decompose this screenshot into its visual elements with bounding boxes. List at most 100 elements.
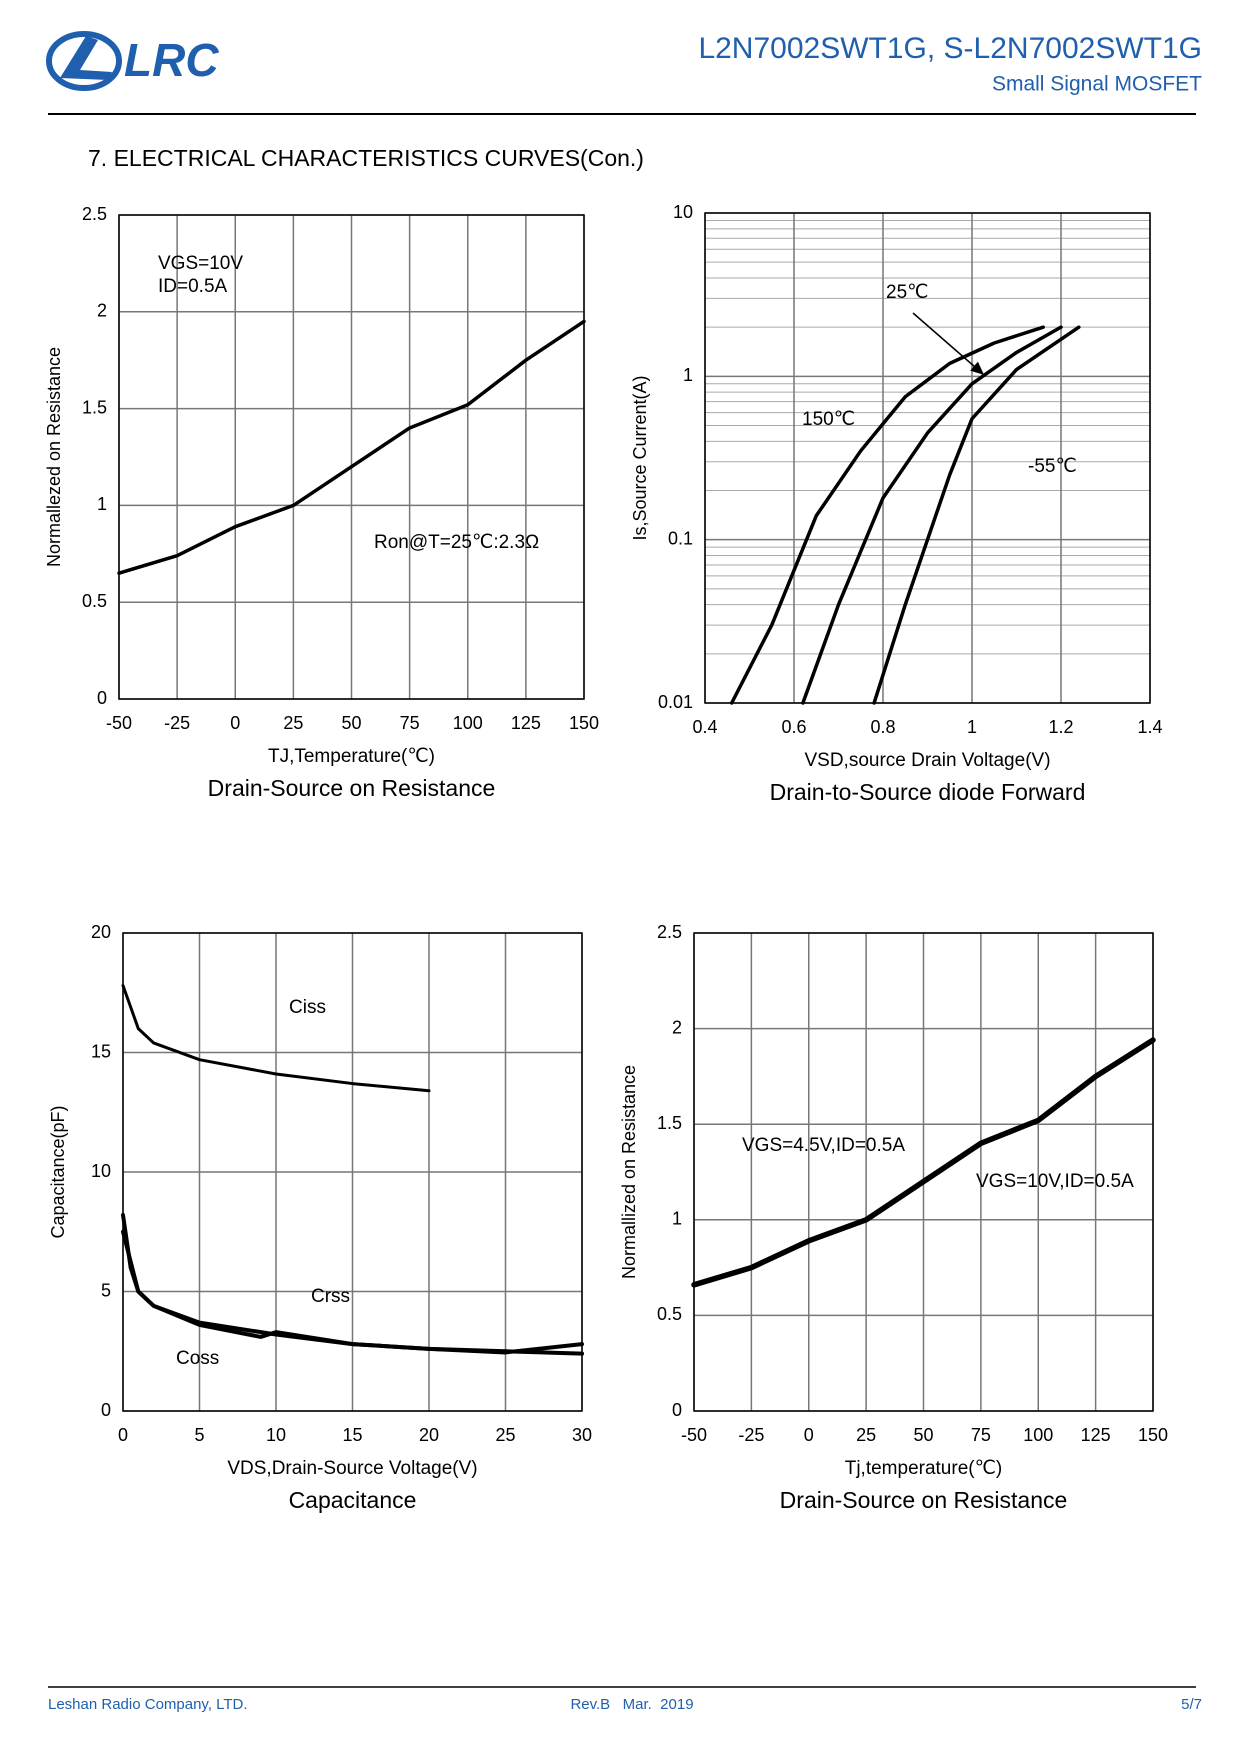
annotation: VGS=10V,ID=0.5A [976,1171,1134,1192]
section-title: 7. ELECTRICAL CHARACTERISTICS CURVES(Con… [88,145,644,171]
y-axis-label: Normallezed on Resistance [44,347,64,567]
footer-company: Leshan Radio Company, LTD. [48,1696,248,1713]
x-tick-label: 0 [230,713,240,733]
logo-ring [46,31,122,91]
x-tick-label: 1 [967,717,977,737]
y-axis-label: Is,Source Current(A) [630,375,650,540]
y-tick-label: 0.5 [82,591,107,611]
plot-frame [122,932,583,1412]
chart: 0 0.5 1 1.5 2 2.5 -50 -25 0 25 50 75 100 125 150 Tj,tem… [619,922,1168,1513]
chart-title: Capacitance [289,1487,417,1513]
plot-frame [118,214,585,700]
x-tick-label: -50 [106,713,132,733]
y-tick-label: 1 [672,1209,682,1229]
y-tick-label: 0.1 [668,528,693,548]
x-tick-label: -25 [738,1425,764,1445]
x-tick-label: 100 [453,713,483,733]
chart: 0.01 0.1 1 10 0.4 0.6 0.8 1 1.2 1.4 VSD,source Dra… [630,202,1163,805]
annotation: ID=0.5A [158,276,228,297]
annotation: VGS=10V [158,253,243,274]
chart-title: Drain-Source on Resistance [208,775,496,801]
x-tick-label: 1.4 [1137,717,1162,737]
y-tick-label: 10 [673,202,693,222]
series-label: 25℃ [886,282,928,303]
annotation: Ron@T=25℃:2.3Ω [374,532,539,553]
y-axis-label: Capacitance(pF) [48,1105,68,1238]
series-label: Coss [176,1348,219,1369]
y-tick-label: 0 [97,688,107,708]
logo-mark [60,36,112,80]
doc-subtitle: Small Signal MOSFET [992,73,1202,96]
y-tick-label: 1.5 [82,397,107,417]
y-tick-label: 2.5 [82,204,107,224]
y-axis-label: Normallized on Resistance [619,1065,639,1279]
y-tick-label: 1 [97,494,107,514]
x-tick-label: 150 [569,713,599,733]
x-tick-label: 50 [341,713,361,733]
x-tick-label: 15 [342,1425,362,1445]
x-tick-label: 0.6 [781,717,806,737]
x-tick-label: -50 [681,1425,707,1445]
x-tick-label: 25 [856,1425,876,1445]
chart-title: Drain-to-Source diode Forward [770,779,1086,805]
x-tick-label: 0 [804,1425,814,1445]
y-tick-label: 1.5 [657,1113,682,1133]
x-tick-label: 75 [971,1425,991,1445]
chart: 0 0.5 1 1.5 2 2.5 -50 -25 0 25 50 75 100 125 150 TJ,Tem… [44,204,599,801]
series-line [729,325,1045,705]
x-tick-label: 25 [495,1425,515,1445]
x-axis-label: VDS,Drain-Source Voltage(V) [227,1458,477,1479]
y-tick-label: 15 [91,1041,111,1061]
x-tick-label: 125 [511,713,541,733]
plot-frame [704,212,1151,704]
annotation: VGS=4.5V,ID=0.5A [742,1135,905,1156]
footer-revision: Rev.B Mar. 2019 [570,1696,693,1713]
x-tick-label: 30 [572,1425,592,1445]
x-tick-label: 125 [1081,1425,1111,1445]
chart: 0 5 10 15 20 0 5 10 15 20 25 30 VDS,Drain-Source Vol… [48,922,592,1513]
y-tick-label: 20 [91,922,111,942]
y-tick-label: 2 [672,1017,682,1037]
x-axis-label: TJ,Temperature(℃) [268,746,435,767]
logo-text: LRC [124,34,219,86]
x-axis-label: VSD,source Drain Voltage(V) [804,750,1050,771]
x-tick-label: 100 [1023,1425,1053,1445]
x-tick-label: 20 [419,1425,439,1445]
chart-title: Drain-Source on Resistance [780,1487,1068,1513]
x-tick-label: 75 [400,713,420,733]
x-tick-label: 5 [194,1425,204,1445]
footer-page: 5/7 [1181,1696,1202,1713]
x-tick-label: 25 [283,713,303,733]
x-tick-label: -25 [164,713,190,733]
y-tick-label: 0.01 [658,692,693,712]
series-line [691,1037,1156,1288]
series-line [872,325,1081,705]
series-line [801,325,1063,705]
series-label: Crss [311,1286,350,1307]
series-line [117,319,586,575]
plot-frame [693,932,1154,1412]
y-tick-label: 2.5 [657,922,682,942]
y-tick-label: 0 [101,1400,111,1420]
x-tick-label: 0.8 [870,717,895,737]
x-axis-label: Tj,temperature(℃) [845,1458,1003,1479]
x-tick-label: 1.2 [1048,717,1073,737]
logo: LRC [46,31,219,91]
x-tick-label: 150 [1138,1425,1168,1445]
series-line [121,984,431,1093]
series-line [121,1213,584,1355]
y-tick-label: 10 [91,1161,111,1181]
x-tick-label: 0 [118,1425,128,1445]
y-tick-label: 0.5 [657,1304,682,1324]
series-label: 150℃ [802,409,855,430]
y-tick-label: 2 [97,301,107,321]
doc-title: L2N7002SWT1G, S-L2N7002SWT1G [698,32,1202,65]
series-label: -55℃ [1028,456,1077,477]
y-tick-label: 1 [683,365,693,385]
label-arrow [912,312,985,375]
x-tick-label: 50 [913,1425,933,1445]
series-label: Ciss [289,997,326,1018]
y-tick-label: 5 [101,1280,111,1300]
